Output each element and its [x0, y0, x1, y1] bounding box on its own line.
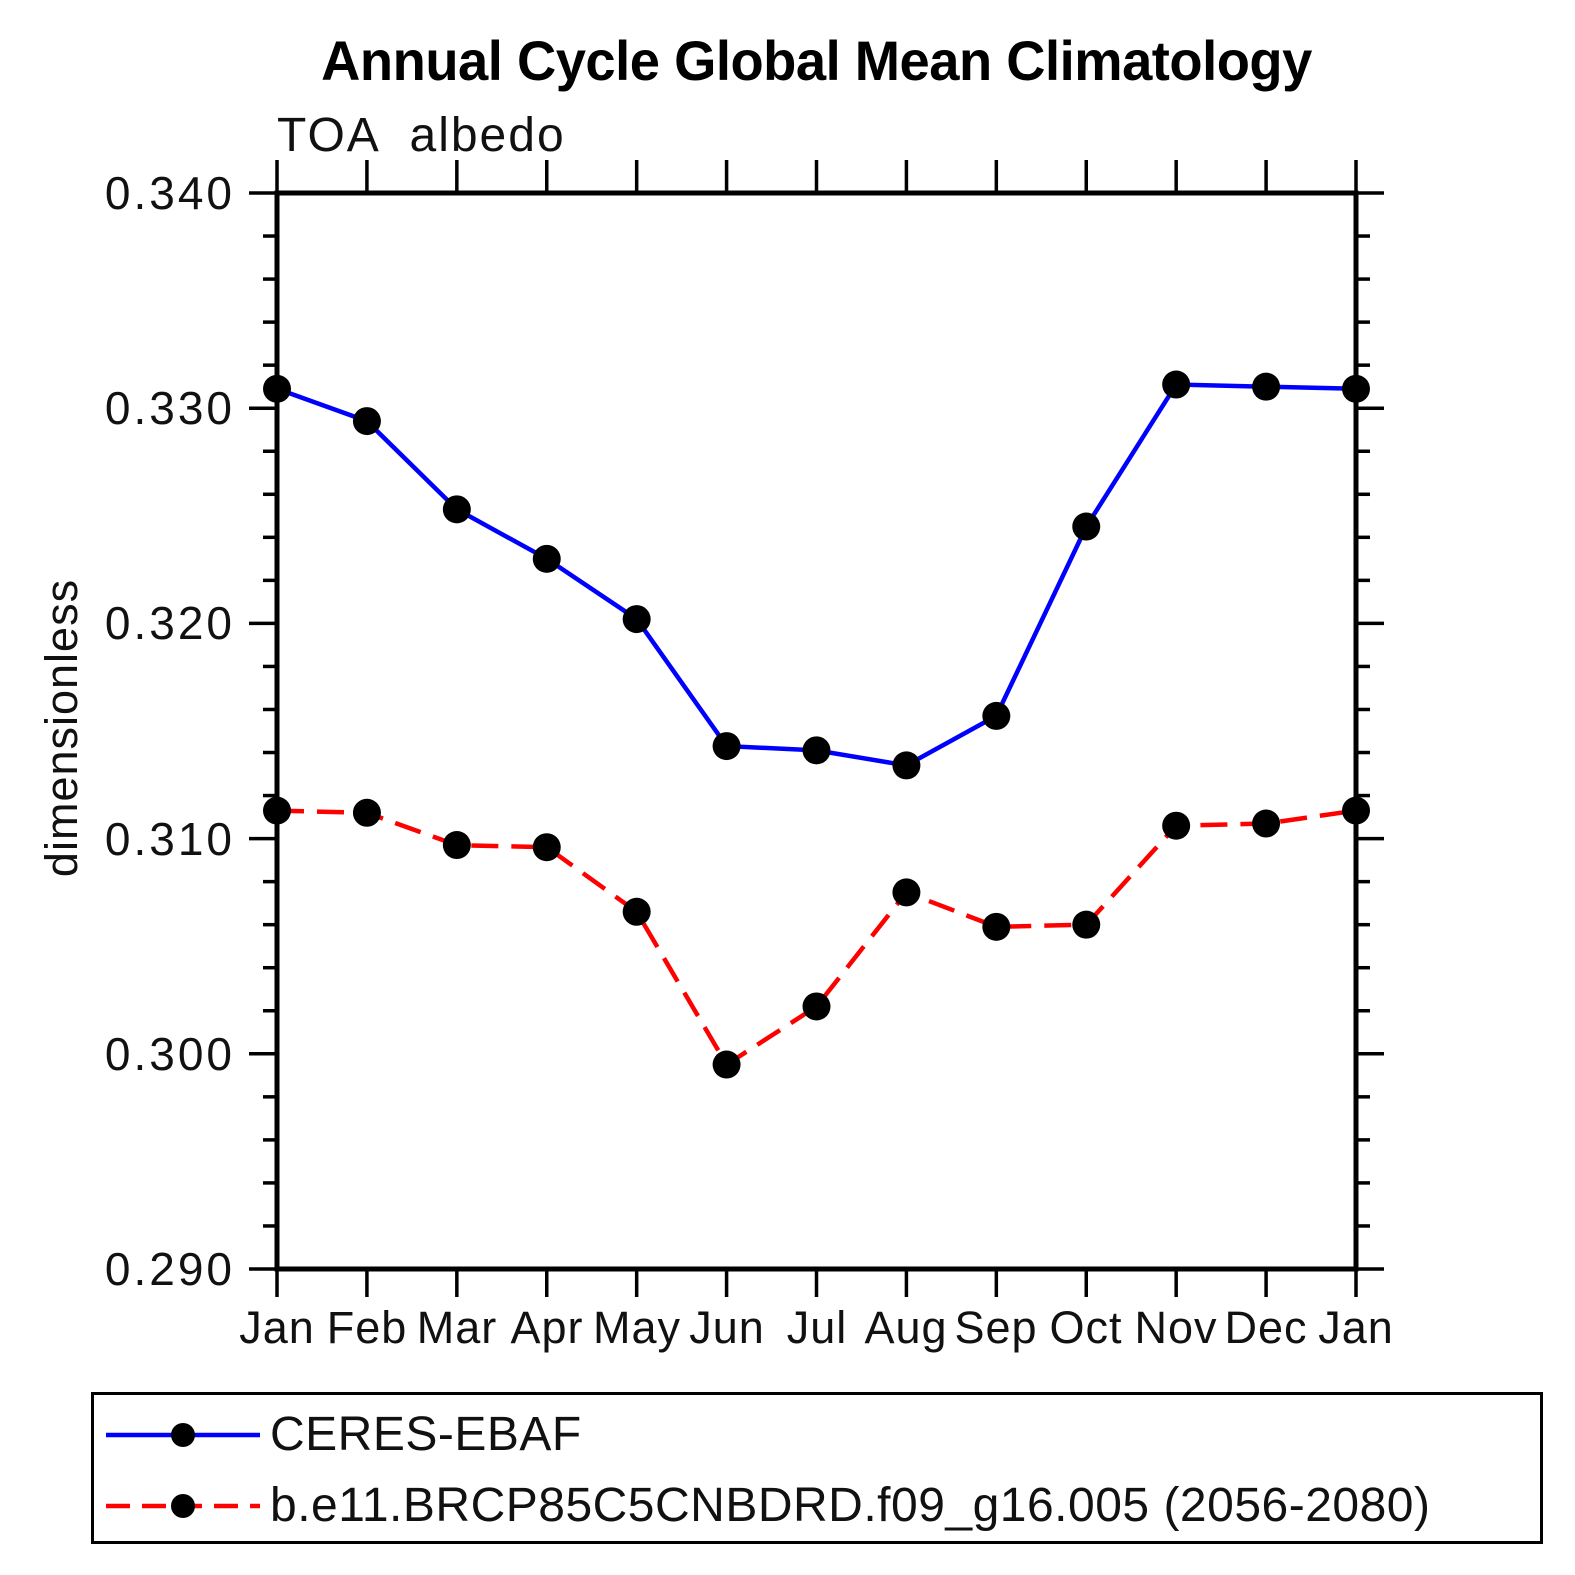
series-markers-0: [263, 370, 1370, 780]
x-tick-label: Oct: [1049, 1302, 1123, 1353]
y-tick-label: 0.290: [104, 1243, 235, 1295]
x-tick-label: Mar: [416, 1302, 498, 1353]
legend-label: CERES-EBAF: [270, 1408, 582, 1461]
series-markers-1: [263, 796, 1370, 1079]
legend-line-sample-dashed: [106, 1494, 260, 1518]
legend-line-sample-solid: [106, 1423, 260, 1447]
chart-subtitle: TOA albedo: [277, 109, 566, 162]
x-tick-label: Sep: [954, 1302, 1038, 1353]
chart-title: Annual Cycle Global Mean Climatology: [321, 29, 1312, 92]
legend-label: b.e11.BRCP85C5CNBDRD.f09_g16.005 (2056-2…: [270, 1479, 1431, 1532]
legend: CERES-EBAF b.e11.BRCP85C5CNBDRD.f09_g16.…: [91, 1392, 1543, 1544]
x-tick-label: Jul: [786, 1302, 848, 1353]
x-tick-label: Jun: [689, 1302, 765, 1353]
y-tick-label: 0.300: [104, 1028, 235, 1080]
y-tick-label: 0.340: [104, 167, 235, 219]
series-line-0: [276, 382, 1357, 768]
axis-ticks: [249, 160, 1384, 1297]
x-tick-label: Dec: [1224, 1302, 1308, 1353]
series-line-1: [276, 808, 1357, 1068]
x-tick-label: Nov: [1134, 1302, 1218, 1353]
y-tick-label: 0.320: [104, 597, 235, 649]
x-tick-label: Aug: [864, 1302, 948, 1353]
x-tick-label: May: [592, 1302, 681, 1353]
x-tick-label: Jan: [239, 1302, 315, 1353]
plot-frame: [274, 190, 1359, 1272]
y-tick-label: 0.310: [104, 813, 235, 865]
y-tick-label: 0.330: [104, 382, 235, 434]
x-tick-label: Apr: [510, 1302, 584, 1353]
x-tick-label: Jan: [1318, 1302, 1394, 1353]
x-tick-label: Feb: [326, 1302, 408, 1353]
